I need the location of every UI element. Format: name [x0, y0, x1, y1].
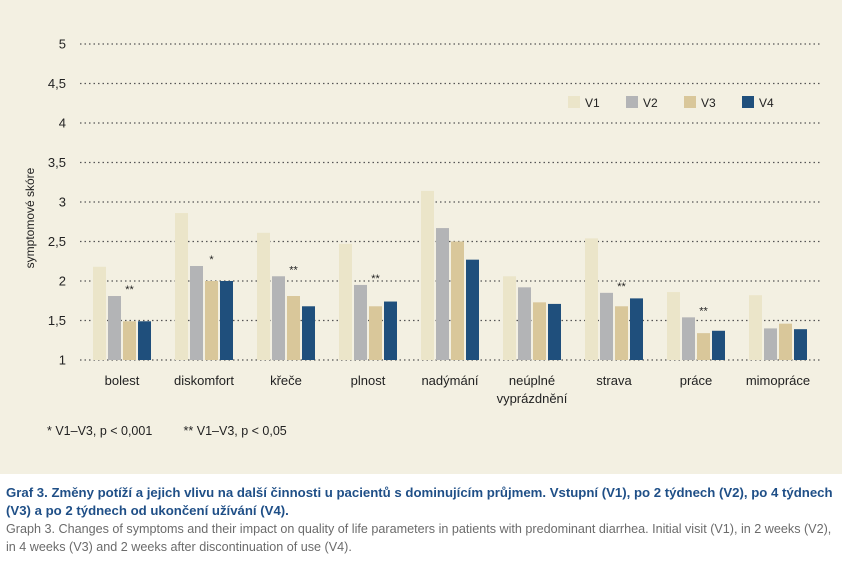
legend-label-v3: V3	[701, 96, 716, 110]
chart-footnote: * V1–V3, p < 0,001 ** V1–V3, p < 0,05	[47, 424, 287, 438]
bar-v3	[205, 281, 218, 360]
bar-v2	[272, 276, 285, 360]
bar-v2	[682, 317, 695, 360]
y-tick-label: 5	[59, 37, 66, 52]
bar-v3	[451, 241, 464, 360]
x-tick-label: práce	[680, 373, 713, 388]
legend-swatch-v4	[742, 96, 754, 108]
bar-v4	[384, 301, 397, 360]
x-tick-label: neúplné	[509, 373, 555, 388]
bar-v3	[123, 321, 136, 360]
significance-marker: **	[371, 273, 380, 285]
x-tick-label: nadýmání	[421, 373, 478, 388]
bar-v4	[712, 330, 725, 360]
bar-v2	[354, 284, 367, 360]
bar-v2	[764, 328, 777, 360]
bar-v3	[369, 306, 382, 360]
y-tick-label: 4,5	[48, 76, 66, 91]
y-tick-label: 2,5	[48, 234, 66, 249]
legend-label-v2: V2	[643, 96, 658, 110]
bar-v3	[287, 296, 300, 360]
significance-marker: *	[209, 254, 214, 266]
bar-v2	[190, 265, 203, 360]
chart-panel: 1 1,5 2 2,5 3 3,5 4 4,5 5 symptomové skóre bolest d…	[0, 0, 842, 474]
y-tick-label: 1,5	[48, 313, 66, 328]
bar-v4	[138, 321, 151, 360]
bar-v3	[615, 306, 628, 360]
bar-v4	[794, 329, 807, 360]
bar-v1	[503, 276, 516, 360]
significance-marker: **	[699, 305, 708, 317]
x-tick-label: bolest	[105, 373, 140, 388]
bar-v4	[466, 259, 479, 360]
bar-v1	[667, 292, 680, 360]
x-tick-label: strava	[596, 373, 632, 388]
x-tick-label: křeče	[270, 373, 302, 388]
y-axis-label: symptomové skóre	[23, 167, 37, 268]
figure-caption: Graf 3. Změny potíží a jejich vlivu na d…	[6, 484, 838, 556]
y-tick-label: 3	[59, 195, 66, 210]
bar-v4	[630, 298, 643, 360]
legend-label-v4: V4	[759, 96, 774, 110]
bar-v3	[697, 333, 710, 360]
bar-v4	[548, 303, 561, 360]
bar-v1	[175, 213, 188, 360]
legend-swatch-v2	[626, 96, 638, 108]
legend-label-v1: V1	[585, 96, 600, 110]
bar-v1	[339, 243, 352, 360]
y-tick-label: 4	[59, 116, 66, 131]
x-tick-label: plnost	[351, 373, 386, 388]
bar-v2	[436, 228, 449, 360]
legend-swatch-v3	[684, 96, 696, 108]
bar-v1	[585, 238, 598, 360]
x-tick-label: mimopráce	[746, 373, 810, 388]
bar-v4	[220, 281, 233, 360]
significance-marker: **	[289, 264, 298, 276]
bar-chart: 1 1,5 2 2,5 3 3,5 4 4,5 5 symptomové skóre bolest d…	[23, 37, 822, 406]
bar-v1	[749, 295, 762, 360]
x-tick-label: diskomfort	[174, 373, 234, 388]
caption-czech: Graf 3. Změny potíží a jejich vlivu na d…	[6, 485, 833, 518]
significance-marker: **	[125, 284, 134, 296]
y-tick-label: 1	[59, 353, 66, 368]
caption-english: Graph 3. Changes of symptoms and their i…	[6, 522, 832, 554]
bar-v2	[518, 287, 531, 360]
y-tick-label: 2	[59, 274, 66, 289]
y-tick-label: 3,5	[48, 155, 66, 170]
significance-marker: **	[617, 281, 626, 293]
bar-v1	[93, 266, 106, 360]
bar-v3	[533, 302, 546, 360]
bar-v3	[779, 323, 792, 360]
bar-v2	[600, 292, 613, 360]
legend-swatch-v1	[568, 96, 580, 108]
x-tick-label: vyprázdnění	[497, 391, 568, 406]
bar-v1	[421, 190, 434, 360]
bar-v4	[302, 306, 315, 360]
bar-v1	[257, 232, 270, 360]
bar-v2	[108, 296, 121, 360]
